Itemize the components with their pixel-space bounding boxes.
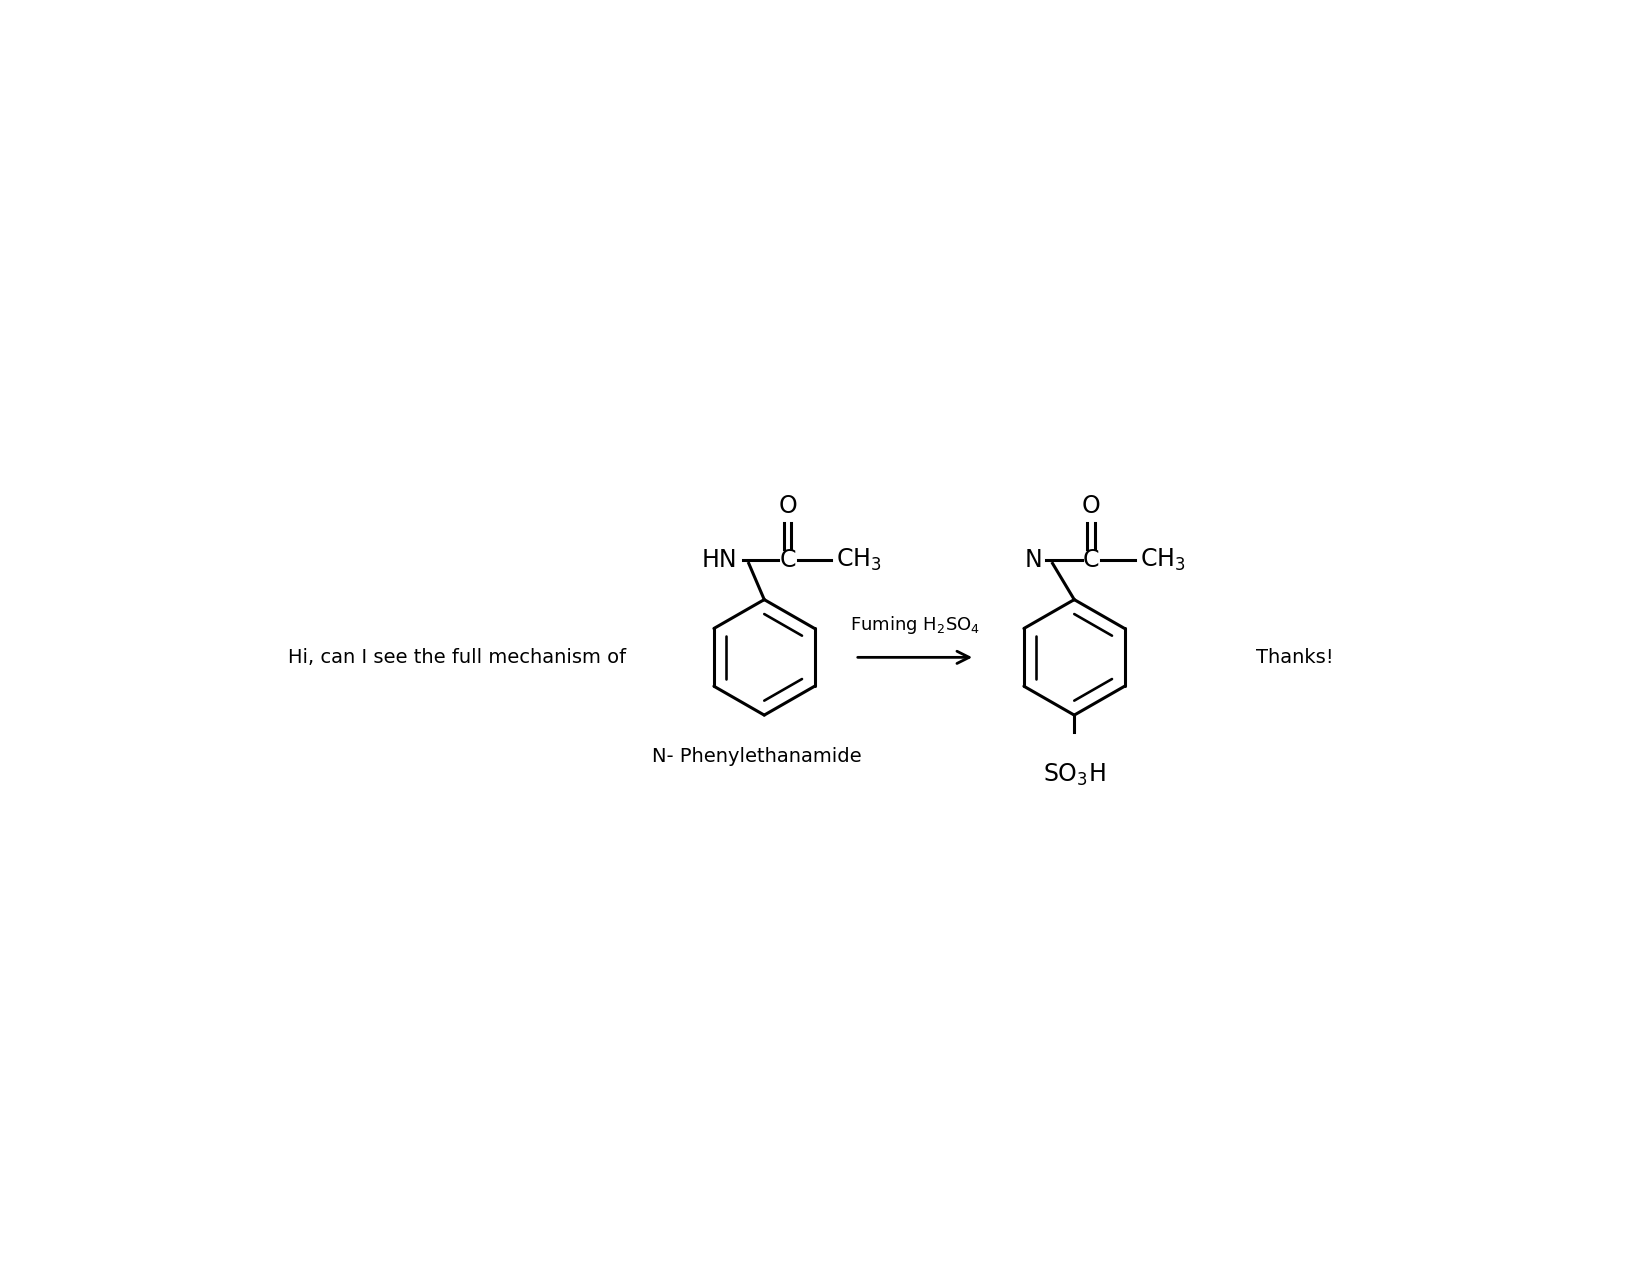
Text: Thanks!: Thanks! bbox=[1256, 648, 1333, 667]
Text: CH$_3$: CH$_3$ bbox=[1140, 547, 1186, 572]
Text: N: N bbox=[1025, 547, 1043, 571]
Text: C: C bbox=[1082, 547, 1099, 571]
Text: Fuming H$_2$SO$_4$: Fuming H$_2$SO$_4$ bbox=[850, 613, 980, 636]
Text: N- Phenylethanamide: N- Phenylethanamide bbox=[652, 747, 861, 766]
Text: O: O bbox=[1082, 493, 1101, 518]
Text: HN: HN bbox=[701, 547, 738, 571]
Text: Hi, can I see the full mechanism of: Hi, can I see the full mechanism of bbox=[287, 648, 625, 667]
Text: O: O bbox=[779, 493, 797, 518]
Text: SO$_3$H: SO$_3$H bbox=[1043, 761, 1106, 788]
Text: CH$_3$: CH$_3$ bbox=[837, 547, 883, 572]
Text: C: C bbox=[779, 547, 795, 571]
